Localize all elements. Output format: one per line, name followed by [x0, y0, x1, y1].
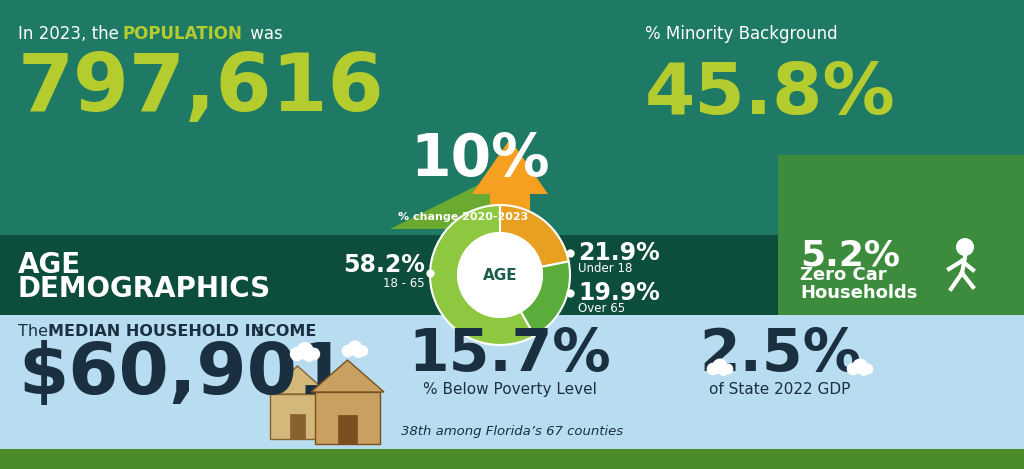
Text: % change 2020-2023: % change 2020-2023 [398, 212, 528, 222]
Wedge shape [500, 205, 568, 267]
Circle shape [707, 363, 719, 375]
FancyBboxPatch shape [778, 155, 1024, 315]
Text: 58.2%: 58.2% [343, 253, 425, 277]
Circle shape [357, 345, 369, 356]
Text: AGE: AGE [18, 251, 81, 279]
Polygon shape [390, 159, 530, 229]
Text: DEMOGRAPHICS: DEMOGRAPHICS [18, 275, 271, 303]
Circle shape [722, 363, 733, 375]
Text: AGE: AGE [482, 267, 517, 282]
Text: 18 - 65: 18 - 65 [383, 277, 425, 289]
FancyBboxPatch shape [290, 414, 305, 439]
Text: % Minority Background: % Minority Background [645, 25, 838, 43]
Text: Households: Households [800, 284, 918, 302]
FancyBboxPatch shape [315, 392, 380, 444]
Circle shape [296, 342, 313, 360]
Text: Over 65: Over 65 [578, 302, 625, 315]
FancyBboxPatch shape [338, 416, 356, 444]
FancyBboxPatch shape [0, 449, 1024, 469]
Polygon shape [266, 366, 329, 394]
Text: POPULATION: POPULATION [122, 25, 242, 43]
Text: 15.7%: 15.7% [409, 325, 611, 383]
Text: 19.9%: 19.9% [578, 281, 659, 305]
Text: 21.9%: 21.9% [578, 241, 659, 265]
Text: Zero Car: Zero Car [800, 266, 887, 284]
Text: 38th among Florida’s 67 counties: 38th among Florida’s 67 counties [401, 424, 623, 438]
Circle shape [713, 358, 728, 374]
Text: The: The [18, 324, 53, 339]
FancyBboxPatch shape [0, 0, 1024, 314]
Text: MEDIAN HOUSEHOLD INCOME: MEDIAN HOUSEHOLD INCOME [48, 324, 316, 339]
Text: % Below Poverty Level: % Below Poverty Level [423, 381, 597, 396]
Wedge shape [520, 261, 570, 336]
Circle shape [858, 366, 868, 376]
Polygon shape [311, 360, 384, 392]
Text: 797,616: 797,616 [18, 50, 385, 128]
Text: 5.2%: 5.2% [800, 238, 900, 272]
Text: 45.8%: 45.8% [645, 60, 896, 129]
Circle shape [347, 340, 362, 356]
Text: $60,901: $60,901 [18, 340, 347, 408]
Text: is: is [246, 324, 264, 339]
Circle shape [852, 358, 867, 374]
FancyBboxPatch shape [0, 0, 1024, 235]
Circle shape [458, 233, 542, 317]
Text: was: was [245, 25, 283, 43]
FancyBboxPatch shape [0, 235, 1024, 315]
Circle shape [290, 347, 304, 361]
Circle shape [307, 348, 321, 360]
Circle shape [303, 351, 314, 362]
FancyBboxPatch shape [0, 315, 1024, 469]
Circle shape [956, 238, 974, 256]
Circle shape [342, 345, 354, 357]
FancyBboxPatch shape [270, 394, 325, 439]
Circle shape [353, 348, 364, 358]
Circle shape [719, 366, 728, 376]
Circle shape [862, 363, 873, 375]
Text: of State 2022 GDP: of State 2022 GDP [710, 381, 851, 396]
Circle shape [847, 363, 859, 375]
Text: Under 18: Under 18 [578, 262, 633, 274]
Text: In 2023, the: In 2023, the [18, 25, 124, 43]
Wedge shape [430, 205, 535, 345]
Text: 2.5%: 2.5% [699, 325, 861, 383]
Polygon shape [472, 139, 548, 229]
Text: 10%: 10% [410, 130, 550, 188]
